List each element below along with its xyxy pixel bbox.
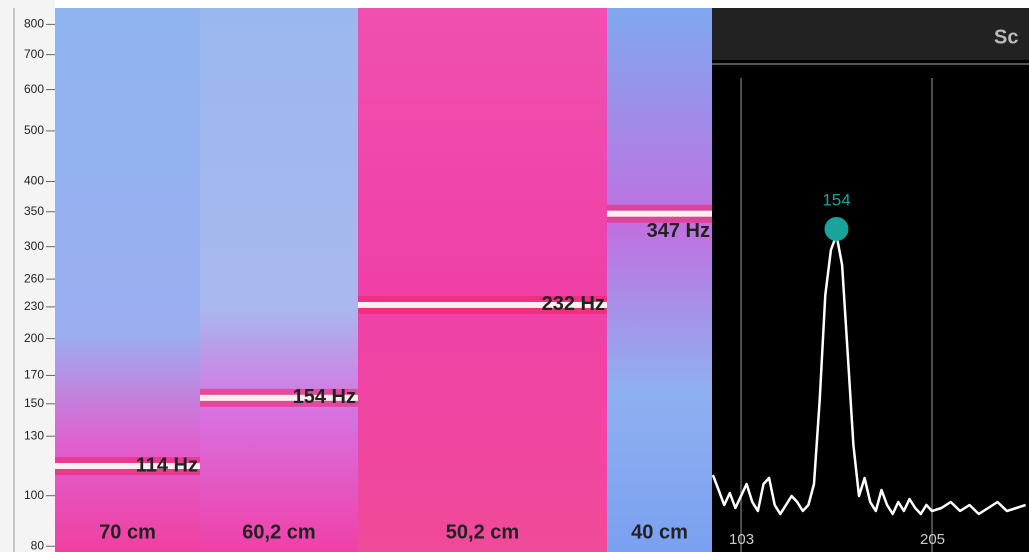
y-tick-label: 230: [24, 299, 44, 313]
y-tick-label: 350: [24, 204, 44, 218]
panel: [200, 8, 358, 552]
y-tick-label: 100: [24, 488, 44, 502]
peak-value: 154: [822, 190, 850, 209]
y-tick-label: 500: [24, 123, 44, 137]
peak-label: 347 Hz: [647, 220, 710, 242]
x-tick-label: 103: [729, 531, 754, 548]
header-bar: [712, 8, 1029, 60]
header-title: Sc: [994, 26, 1018, 48]
peak-line: [607, 210, 712, 217]
spectrum-bg: [712, 8, 1029, 552]
spectrum-line: [712, 233, 1026, 516]
panel-label: 40 cm: [631, 521, 688, 543]
spectrum: 103 205 154: [712, 78, 1026, 552]
y-tick-label: 600: [24, 82, 44, 96]
x-tick-label: 205: [920, 531, 945, 548]
y-tick-label: 260: [24, 271, 44, 285]
panel: [358, 8, 607, 552]
peak-line: [358, 301, 607, 308]
panel-label: 60,2 cm: [242, 521, 315, 543]
panel-label: 70 cm: [99, 521, 156, 543]
y-tick-label: 80: [31, 538, 45, 552]
y-tick-label: 150: [24, 396, 44, 410]
peak-line: [55, 462, 200, 469]
y-tick-label: 170: [24, 368, 44, 382]
panel: [607, 8, 712, 552]
y-tick-label: 300: [24, 239, 44, 253]
peak-marker: [824, 217, 849, 241]
header: Sc: [994, 26, 1018, 48]
y-tick-label: 130: [24, 428, 44, 442]
y-tick-label: 800: [24, 17, 44, 31]
y-tick-label: 400: [24, 174, 44, 188]
peak-line: [200, 394, 358, 401]
peak-label: 154 Hz: [293, 386, 356, 408]
panel-label: 50,2 cm: [446, 521, 519, 543]
y-tick-label: 200: [24, 331, 44, 345]
peak-label: 232 Hz: [542, 293, 605, 315]
peak-label: 114 Hz: [136, 454, 198, 476]
y-tick-label: 700: [24, 47, 44, 61]
axis-strip: [0, 0, 55, 552]
